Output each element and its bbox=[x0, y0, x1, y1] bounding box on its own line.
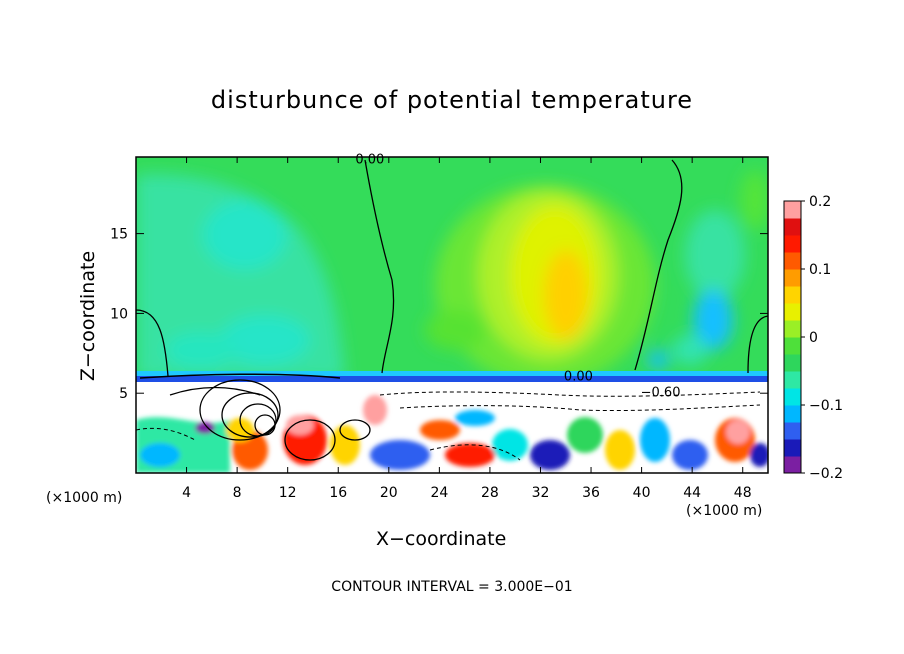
y-axis: 5 10 15 bbox=[110, 227, 768, 402]
plot-frame bbox=[135, 156, 769, 474]
colorbar-axis: 0.2 0.1 0 −0.1 −0.2 bbox=[801, 194, 843, 482]
colorbar-swatch bbox=[784, 354, 801, 372]
colorbar-swatch bbox=[784, 337, 801, 355]
x-tick-label: 36 bbox=[582, 485, 600, 501]
x-axis-label: X−coordinate bbox=[376, 528, 507, 550]
colorbar-swatch bbox=[784, 269, 801, 287]
contour-labels: 0.00 0.00 −0.60 bbox=[355, 153, 680, 401]
colorbar-tick-label: 0 bbox=[809, 330, 818, 346]
colorbar-swatch bbox=[784, 303, 801, 321]
x-tick-label: 4 bbox=[182, 485, 191, 501]
colorbar-swatch bbox=[784, 235, 801, 253]
x-tick-label: 8 bbox=[233, 485, 242, 501]
heatmap-field bbox=[136, 157, 768, 473]
contour-interval-note: CONTOUR INTERVAL = 3.000E−01 bbox=[331, 579, 573, 595]
colorbar-swatch bbox=[784, 218, 801, 236]
x-tick-label: 16 bbox=[329, 485, 347, 501]
colorbar-swatch bbox=[784, 320, 801, 338]
x-tick-label: 12 bbox=[279, 485, 297, 501]
colorbar-swatch bbox=[784, 252, 801, 270]
x-tick-label: 20 bbox=[380, 485, 398, 501]
colorbar-swatch bbox=[784, 388, 801, 406]
y-tick-label: 15 bbox=[110, 227, 128, 243]
contour-label: −0.60 bbox=[641, 386, 681, 401]
x-tick-label: 28 bbox=[481, 485, 499, 501]
x-unit-label-right: (×1000 m) bbox=[686, 503, 763, 519]
colorbar-tick-label: 0.1 bbox=[809, 262, 831, 278]
colorbar-tick-label: −0.1 bbox=[809, 398, 843, 414]
x-axis: 4 8 12 16 20 24 28 32 36 40 44 48 bbox=[182, 157, 752, 501]
colorbar-tick-label: 0.2 bbox=[809, 194, 831, 210]
contour-label: 0.00 bbox=[355, 153, 384, 168]
colorbar-swatch bbox=[784, 371, 801, 389]
colorbar-swatch bbox=[784, 422, 801, 440]
colorbar-swatch bbox=[784, 286, 801, 304]
y-tick-label: 5 bbox=[119, 386, 128, 402]
colorbar-swatch bbox=[784, 456, 801, 474]
x-tick-label: 48 bbox=[734, 485, 752, 501]
colorbar bbox=[783, 200, 802, 474]
x-tick-label: 24 bbox=[430, 485, 448, 501]
x-tick-label: 40 bbox=[633, 485, 651, 501]
colorbar-swatch bbox=[784, 439, 801, 457]
y-tick-label: 10 bbox=[110, 306, 128, 322]
contour-label: 0.00 bbox=[564, 370, 593, 385]
x-tick-label: 32 bbox=[532, 485, 550, 501]
colorbar-tick-label: −0.2 bbox=[809, 466, 843, 482]
chart-title: disturbunce of potential temperature bbox=[210, 86, 694, 114]
colorbar-swatch bbox=[784, 405, 801, 423]
colorbar-swatch bbox=[784, 201, 801, 219]
x-tick-label: 44 bbox=[683, 485, 701, 501]
x-unit-label-left: (×1000 m) bbox=[46, 490, 123, 506]
